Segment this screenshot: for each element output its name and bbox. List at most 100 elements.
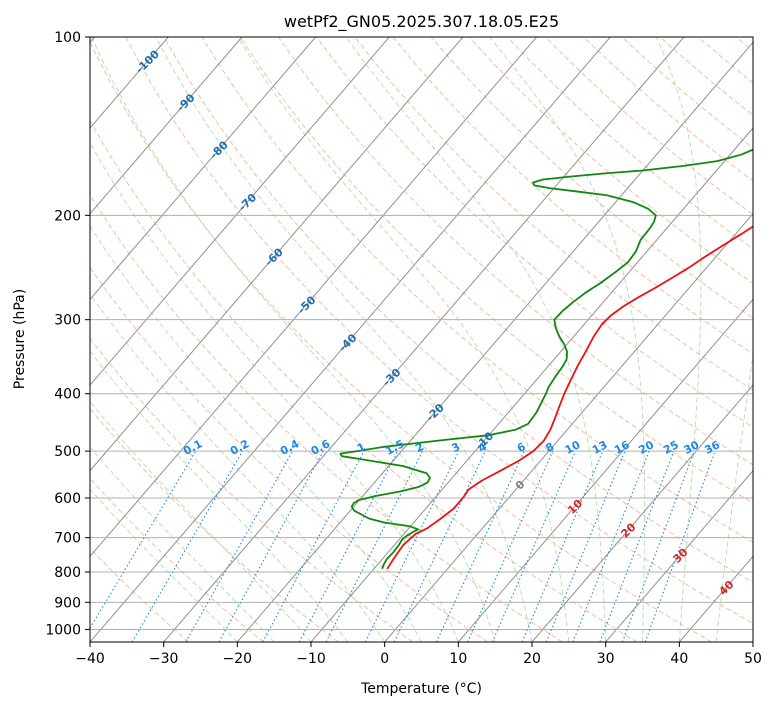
x-tick-label: 50: [744, 651, 762, 667]
dry-adiabat: [430, 37, 753, 319]
y-tick-label: 900: [54, 595, 81, 611]
x-tick-label: 0: [380, 651, 389, 667]
moist-adiabat: [237, 37, 570, 642]
y-axis-label: Pressure (hPa): [12, 289, 28, 389]
moist-adiabat: [90, 292, 386, 642]
dry-adiabat: [468, 37, 753, 284]
mixing-ratio-label: 3: [449, 440, 462, 455]
mixing-ratio-line: [435, 450, 525, 642]
isotherm-line: [90, 37, 611, 642]
dry-adiabat: [90, 40, 712, 642]
isotherm-line: [90, 37, 538, 558]
isotherm-line: [90, 37, 464, 472]
y-tick-label: 700: [54, 531, 81, 547]
moist-adiabat: [91, 37, 496, 642]
x-axis-label: Temperature (°C): [360, 681, 482, 697]
mixing-ratio-label: 0.1: [181, 437, 204, 458]
isotherm-line: [531, 384, 753, 642]
x-tick-label: 20: [523, 651, 541, 667]
dry-adiabat: [545, 37, 753, 216]
moist-adiabat: [90, 225, 422, 642]
mixing-ratio-line: [467, 450, 554, 642]
isotherm-line: [384, 212, 753, 642]
dry-adiabat: [90, 119, 638, 642]
plot-frame: [89, 36, 754, 643]
dry-adiabat: [392, 37, 753, 355]
moist-adiabat: [90, 350, 349, 642]
mixing-ratio-label: 13: [590, 438, 610, 457]
mixing-ratio-label: 25: [661, 438, 681, 457]
moist-adiabat: [655, 37, 702, 642]
x-tick-label: 10: [449, 651, 467, 667]
dry-adiabat: [735, 37, 753, 52]
mixing-ratio-line: [90, 450, 197, 630]
isotherm-line: [90, 37, 317, 301]
mixing-ratio-line: [644, 450, 716, 642]
y-tick-label: 600: [54, 491, 81, 507]
moist-adiabat: [345, 37, 607, 642]
x-axis: −40 −30 −20 −10 0 10 20 30 40 50: [75, 642, 762, 667]
dry-adiabat: [354, 37, 753, 391]
mixing-ratio-line: [572, 450, 650, 642]
mixing-ratio-label: 20: [636, 438, 656, 457]
mixing-ratio-label: 0.4: [278, 437, 302, 458]
moist-adiabat: [715, 350, 753, 642]
mixing-ratio-line: [262, 450, 365, 642]
moist-adiabat: [489, 37, 646, 642]
mixing-ratio-line: [218, 450, 324, 642]
y-tick-label: 1000: [45, 622, 81, 638]
y-tick-label: 100: [54, 30, 81, 46]
mixing-ratio-line: [521, 450, 604, 642]
dry-adiabat: [125, 37, 753, 624]
isotherm-line: [310, 127, 753, 642]
mixing-ratio-label: 0.2: [228, 437, 251, 458]
dry-adiabat: [697, 37, 753, 84]
mixing-ratio-line: [185, 450, 294, 642]
y-tick-label: 800: [54, 565, 81, 581]
isotherm-line: [605, 469, 753, 642]
mixing-ratio-line: [545, 450, 626, 642]
mixing-ratio-label: 1.5: [383, 437, 406, 458]
isotherm-line: [163, 37, 685, 642]
mixing-ratio-line: [298, 450, 399, 642]
dewpoint-profile-line: [339, 148, 753, 570]
mixing-ratio-label: 36: [702, 438, 722, 457]
dry-adiabat: [506, 37, 753, 250]
dry-adiabat: [278, 37, 753, 466]
x-tick-label: −30: [149, 651, 179, 667]
mixing-ratio-label: 10: [563, 438, 583, 457]
isotherm-line: [752, 641, 753, 642]
mixing-ratio-label: 8: [543, 440, 556, 455]
isotherm-label: -100: [133, 47, 162, 76]
x-tick-label: −40: [75, 651, 105, 667]
plot-area: 0.1 0.2 0.4 0.6 1 1.5 2 3 4 6 8 10 13 16 20 25 30 36-100-…: [90, 37, 753, 642]
mixing-ratio-line: [131, 450, 244, 642]
moist-adiabat: [155, 37, 533, 642]
y-axis: 100 200 300 400 500 600 700 800 900 1000: [45, 30, 90, 638]
mixing-ratio-label: 0.6: [309, 437, 333, 458]
x-tick-label: 40: [670, 651, 688, 667]
mixing-ratio-line: [364, 450, 460, 642]
dry-adiabat: [163, 37, 753, 583]
moist-adiabat: [90, 141, 459, 642]
x-tick-label: 30: [597, 651, 615, 667]
temperature-profile-line: [386, 225, 753, 570]
moist-adiabat: [90, 488, 238, 642]
mixing-ratio-label: 30: [682, 438, 702, 457]
isotherm-line: [90, 37, 243, 215]
dry-adiabat: [90, 407, 339, 642]
dry-adiabat: [90, 194, 563, 642]
dry-adiabat: [201, 37, 753, 543]
dry-adiabat: [90, 266, 488, 642]
mixing-ratio-line: [621, 450, 695, 642]
mixing-ratio-line: [393, 450, 486, 642]
mixing-ratio-label: 16: [612, 438, 632, 457]
y-tick-label: 500: [54, 444, 81, 460]
isotherm-line: [90, 37, 390, 386]
moist-adiabat: [90, 400, 312, 642]
dry-adiabat: [90, 477, 264, 642]
y-tick-label: 300: [54, 313, 81, 329]
mixing-ratio-label: 1: [355, 440, 368, 455]
mixing-ratio-line: [491, 450, 576, 642]
